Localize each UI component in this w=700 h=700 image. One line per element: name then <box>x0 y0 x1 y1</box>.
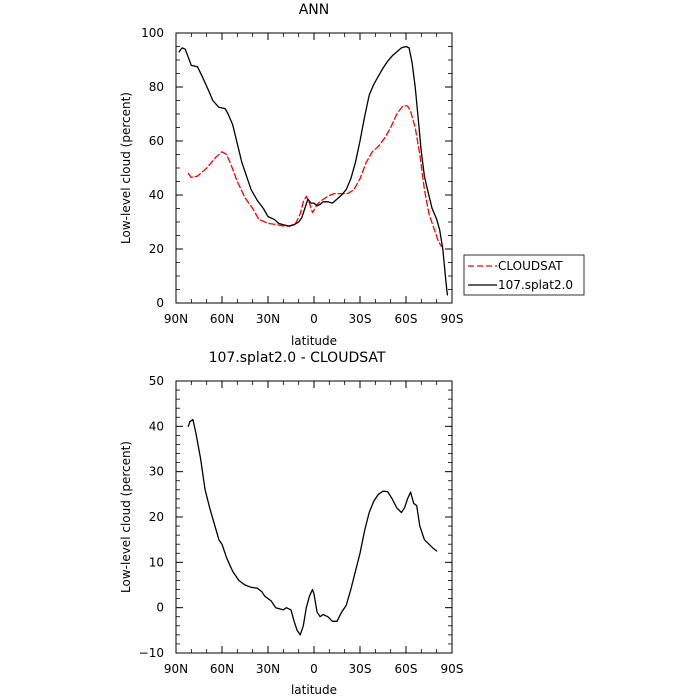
bottom-plot-frame <box>175 380 453 654</box>
top-y-tick-label: 20 <box>149 242 164 256</box>
bottom-x-tick-label: 90S <box>441 662 464 676</box>
bottom-x-tick-label: 0 <box>310 662 318 676</box>
bottom-y-tick-label: −10 <box>139 646 164 660</box>
bottom-x-tick-label: 90N <box>164 662 188 676</box>
bottom-panel: 107.splat2.0 - CLOUDSAT 90N 60N 30N 0 30S 60S… <box>119 350 463 697</box>
top-panel: ANN 90N 60N 30N 0 30S 60S 90S 0 20 40 60 80 100 lati… <box>119 2 463 348</box>
top-series-line-107-splat2-0 <box>178 45 449 296</box>
top-y-tick-label: 40 <box>149 188 164 202</box>
top-y-tick-label: 100 <box>141 26 164 40</box>
top-series-line-cloudsat <box>187 105 442 247</box>
bottom-series-line-difference <box>187 418 438 636</box>
bottom-x-axis-label: latitude <box>291 683 337 697</box>
top-chart-title: ANN <box>299 2 330 18</box>
legend-label-splat: 107.splat2.0 <box>498 278 573 292</box>
bottom-y-tick-label: 10 <box>149 555 164 569</box>
bottom-x-tick-label: 30N <box>256 662 280 676</box>
top-plot-frame <box>175 32 453 304</box>
top-y-tick-label: 60 <box>149 134 164 148</box>
top-y-axis-label: Low-level cloud (percent) <box>119 92 133 244</box>
bottom-y-axis-label: Low-level cloud (percent) <box>119 441 133 593</box>
top-y-tick-label: 80 <box>149 80 164 94</box>
top-x-tick-label: 0 <box>310 312 318 326</box>
bottom-y-tick-label: 40 <box>149 419 164 433</box>
bottom-y-tick-label: 50 <box>149 374 164 388</box>
bottom-x-tick-label: 60S <box>395 662 418 676</box>
legend-box <box>463 254 585 296</box>
bottom-x-tick-label: 60N <box>210 662 234 676</box>
top-x-tick-label: 30N <box>256 312 280 326</box>
bottom-chart-title: 107.splat2.0 - CLOUDSAT <box>209 350 386 366</box>
top-x-tick-label: 90S <box>441 312 464 326</box>
top-x-axis-label: latitude <box>291 334 337 348</box>
bottom-y-tick-label: 30 <box>149 465 164 479</box>
legend-label-cloudsat: CLOUDSAT <box>498 259 563 273</box>
top-x-tick-label: 60S <box>395 312 418 326</box>
bottom-y-tick-label: 0 <box>156 601 164 615</box>
top-x-tick-label: 60N <box>210 312 234 326</box>
bottom-y-tick-label: 20 <box>149 510 164 524</box>
bottom-x-tick-label: 30S <box>349 662 372 676</box>
top-x-tick-label: 30S <box>349 312 372 326</box>
top-y-tick-label: 0 <box>156 296 164 310</box>
legend: CLOUDSAT 107.splat2.0 <box>463 254 585 296</box>
top-x-tick-label: 90N <box>164 312 188 326</box>
